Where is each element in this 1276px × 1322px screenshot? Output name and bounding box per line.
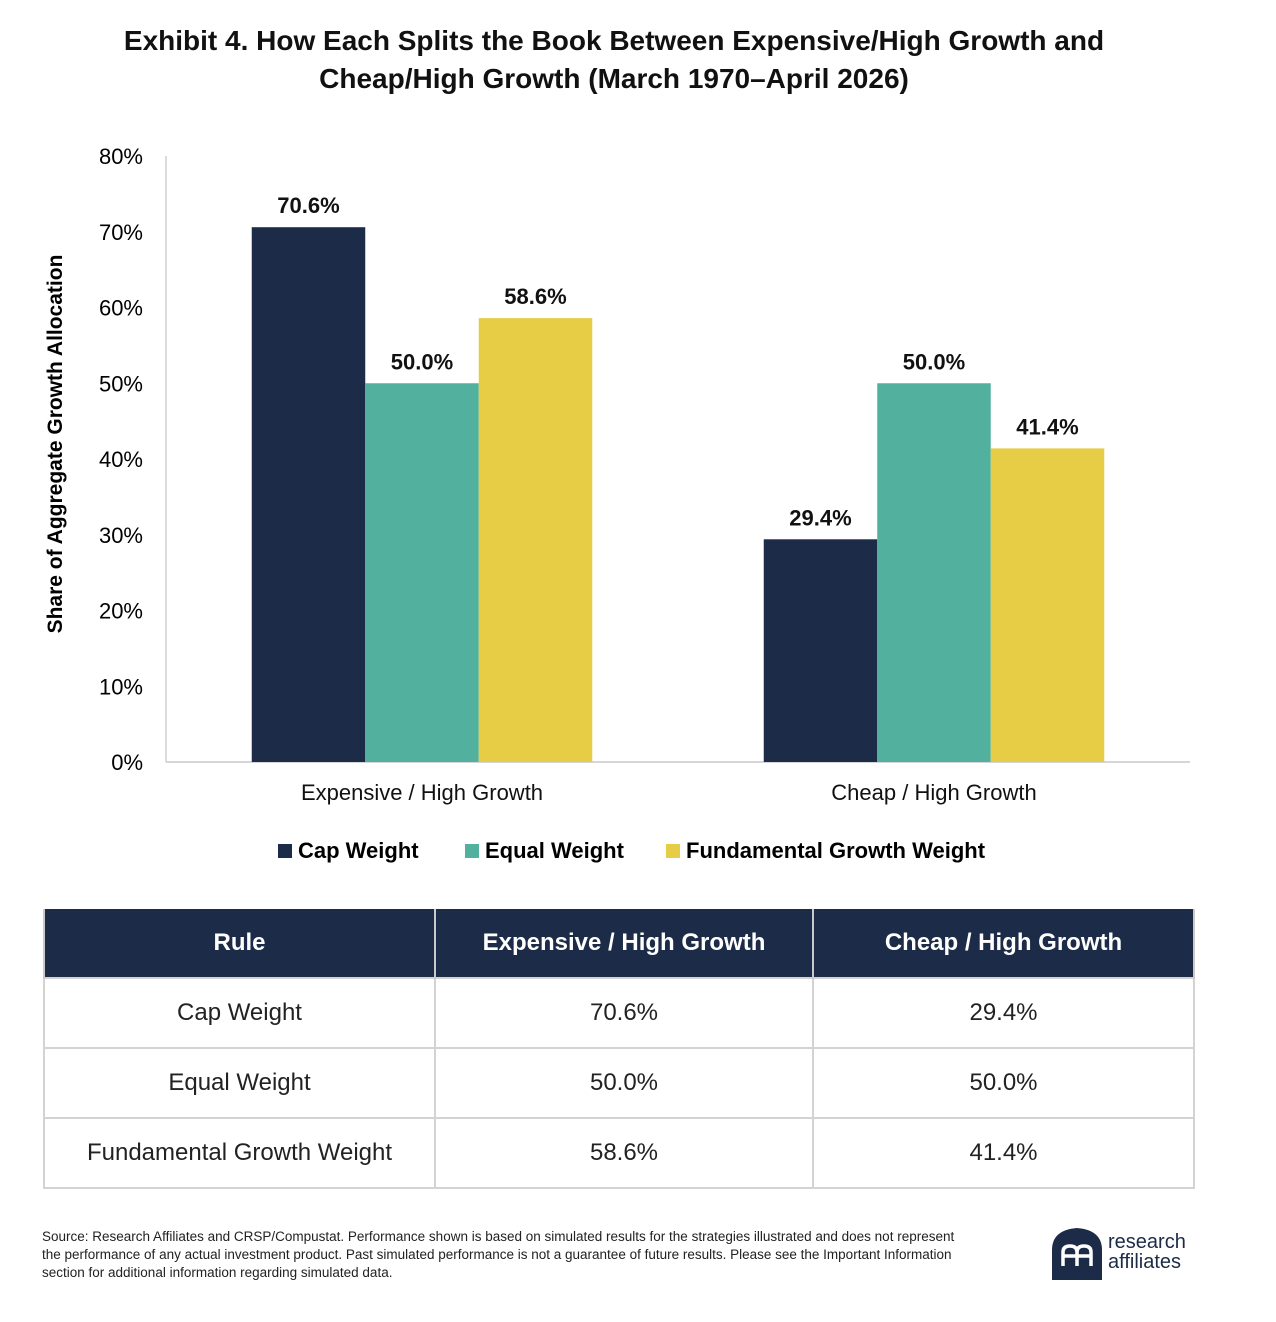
bar-fundamental-growth-weight-cheap: [990, 448, 1105, 762]
chart-legend: Cap Weight Equal Weight Fundamental Grow…: [0, 838, 1276, 872]
legend-label-fundamental-growth-weight: Fundamental Growth Weight: [686, 838, 986, 863]
source-note: Source: Research Affiliates and CRSP/Com…: [42, 1229, 955, 1280]
x-tick-label: Cheap / High Growth: [831, 780, 1036, 805]
table-row: Equal Weight 50.0% 50.0%: [43, 1047, 1195, 1119]
legend-swatch-fundamental-growth-weight: [666, 844, 680, 858]
table-cell-cheap: 50.0%: [812, 1047, 1195, 1119]
table-header-rule: Rule: [43, 909, 436, 978]
legend-label-cap-weight: Cap Weight: [298, 838, 419, 863]
data-label: 41.4%: [1016, 414, 1078, 439]
logo-wordmark: research affiliates: [1108, 1232, 1186, 1272]
x-tick-label: Expensive / High Growth: [301, 780, 543, 805]
chart-title: Exhibit 4. How Each Splits the Book Betw…: [0, 22, 1228, 98]
table-row: Fundamental Growth Weight 58.6% 41.4%: [43, 1117, 1195, 1189]
table-cell-expensive: 50.0%: [434, 1047, 814, 1119]
legend-swatch-equal-weight: [465, 844, 479, 858]
table-cell-cheap: 29.4%: [812, 977, 1195, 1049]
data-label: 58.6%: [504, 284, 566, 309]
table-header-row: Rule Expensive / High Growth Cheap / Hig…: [43, 909, 1195, 978]
legend-swatch-cap-weight: [278, 844, 292, 858]
research-affiliates-logo-icon: [1052, 1228, 1102, 1280]
y-tick-label: 40%: [99, 447, 143, 472]
bar-chart: 0% 10% 20% 30% 40% 50% 60% 70% 80% Share of Aggre…: [44, 144, 1190, 805]
table-cell-expensive: 58.6%: [434, 1117, 814, 1189]
bar-cap-weight-cheap: [763, 539, 878, 762]
table-cell-rule: Cap Weight: [43, 977, 436, 1049]
chart-title-line-2: Cheap/High Growth (March 1970–April 2026…: [319, 63, 909, 94]
allocation-table: Rule Expensive / High Growth Cheap / Hig…: [43, 909, 1195, 1189]
table-row: Cap Weight 70.6% 29.4%: [43, 977, 1195, 1049]
table-cell-expensive: 70.6%: [434, 977, 814, 1049]
y-tick-label: 30%: [99, 523, 143, 548]
research-affiliates-logo: research affiliates: [1052, 1228, 1202, 1280]
logo-line-1: research: [1108, 1231, 1186, 1253]
y-tick-label: 60%: [99, 296, 143, 321]
bar-equal-weight-expensive: [365, 383, 479, 762]
table-cell-rule: Fundamental Growth Weight: [43, 1117, 436, 1189]
y-tick-label: 70%: [99, 220, 143, 245]
legend-item-equal-weight: Equal Weight: [465, 838, 624, 864]
logo-line-2: affiliates: [1108, 1251, 1182, 1273]
y-tick-label: 10%: [99, 674, 143, 699]
y-axis-title: Share of Aggregate Growth Allocation: [44, 255, 67, 634]
bar-cap-weight-expensive: [251, 227, 366, 762]
y-tick-label: 50%: [99, 371, 143, 396]
bar-equal-weight-cheap: [877, 383, 991, 762]
y-tick-label: 80%: [99, 144, 143, 169]
table-cell-rule: Equal Weight: [43, 1047, 436, 1119]
y-tick-label: 0%: [111, 750, 143, 775]
table-header-cheap: Cheap / High Growth: [812, 909, 1195, 978]
data-label: 50.0%: [903, 349, 965, 374]
legend-label-equal-weight: Equal Weight: [485, 838, 624, 863]
table-header-expensive: Expensive / High Growth: [434, 909, 814, 978]
bar-fundamental-growth-weight-expensive: [478, 318, 593, 762]
legend-item-fundamental-growth-weight: Fundamental Growth Weight: [666, 838, 985, 864]
table-cell-cheap: 41.4%: [812, 1117, 1195, 1189]
legend-item-cap-weight: Cap Weight: [278, 838, 419, 864]
data-label: 70.6%: [277, 193, 339, 218]
chart-title-line-1: Exhibit 4. How Each Splits the Book Betw…: [123, 25, 1105, 56]
y-tick-label: 20%: [99, 599, 143, 624]
data-label: 50.0%: [391, 349, 453, 374]
data-label: 29.4%: [789, 505, 851, 530]
